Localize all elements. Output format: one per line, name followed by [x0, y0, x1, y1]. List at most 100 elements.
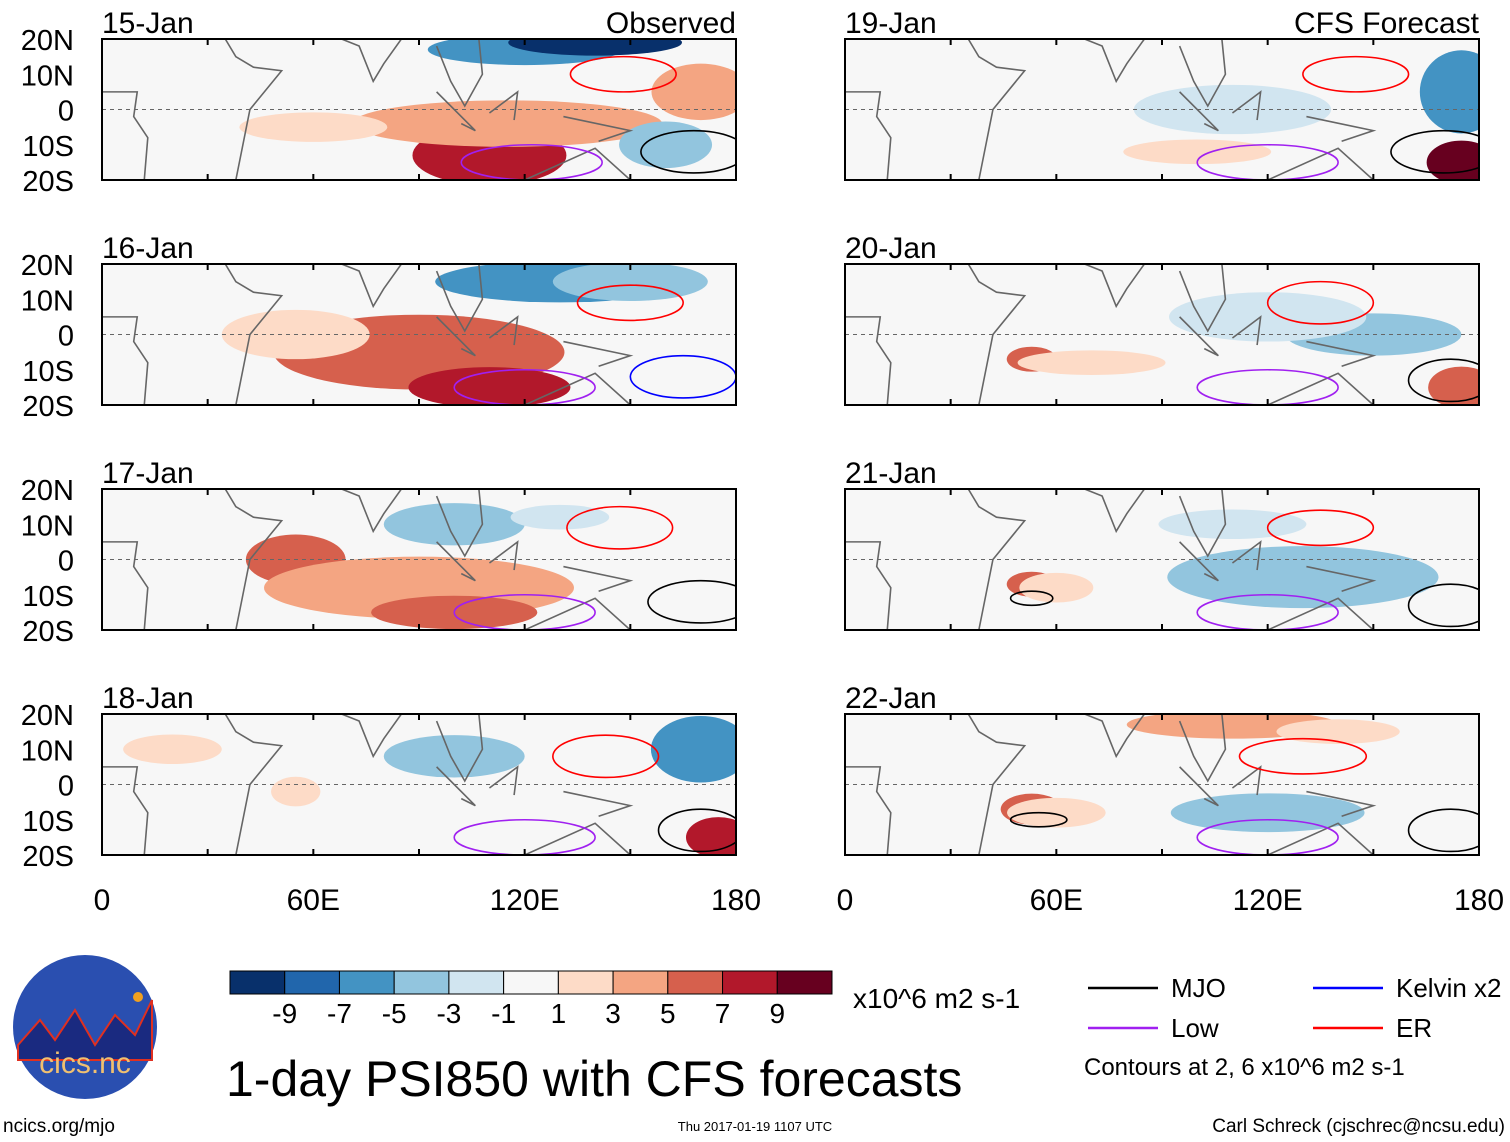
anomaly-positive: [1123, 139, 1272, 165]
footer-timestamp: Thu 2017-01-19 1107 UTC: [678, 1119, 832, 1134]
colorbar-label: -3: [436, 998, 461, 1029]
colorbar-label: 5: [660, 998, 676, 1029]
panel-date: 20-Jan: [845, 232, 937, 265]
panel-date: 18-Jan: [102, 682, 194, 715]
logo-text: cics.nc: [39, 1047, 131, 1080]
coastline: [1178, 264, 1227, 333]
anomaly-positive: [123, 734, 222, 765]
wave-contour: [1407, 358, 1479, 403]
coastline: [1267, 372, 1374, 405]
anomaly-positive: [1007, 797, 1106, 828]
coastline: [1178, 39, 1227, 108]
wave-contour: [566, 505, 674, 550]
legend: MJO Kelvin x2 Low ER: [1088, 973, 1502, 1043]
coastline: [845, 39, 1027, 180]
lat-tick: 10N: [21, 285, 74, 317]
coastline: [1179, 766, 1219, 807]
lat-tick: 20S: [22, 841, 74, 873]
anomaly-positive: [1428, 366, 1479, 405]
lat-tick: 20S: [22, 391, 74, 423]
colorbar-units: x10^6 m2 s-1: [853, 983, 1020, 1014]
lat-tick: 0: [58, 546, 74, 578]
anomaly-negative: [383, 735, 525, 778]
panel-date: 21-Jan: [845, 457, 937, 490]
cics-logo: cics.nc: [13, 955, 157, 1099]
panel-21-Jan: 21-Jan: [844, 457, 1480, 631]
coastline: [1231, 765, 1262, 796]
coastline: [1306, 115, 1377, 142]
coastline: [524, 822, 631, 855]
anomaly-positive: [685, 817, 736, 855]
anomaly-negative: [510, 504, 610, 530]
coastline: [1179, 316, 1219, 357]
coastline: [436, 541, 476, 582]
coastline: [436, 91, 476, 132]
colorbar-swatch: [612, 970, 669, 995]
footer-author: Carl Schreck (cjschrec@ncsu.edu): [1212, 1116, 1505, 1137]
lon-tick: 0: [94, 884, 111, 917]
wave-contour: [1407, 583, 1479, 628]
coastline: [524, 372, 631, 405]
lat-tick: 20N: [21, 250, 74, 282]
lat-tick: 20S: [22, 616, 74, 648]
coastline: [1306, 340, 1377, 367]
coastline: [1084, 714, 1146, 759]
colorbar: -9 -7 -5 -3 -1 1 3 5 7 9: [229, 970, 833, 1029]
colorbar-label: 9: [769, 998, 785, 1029]
wave-contour: [569, 55, 677, 93]
coastline: [1231, 540, 1262, 571]
figure-title: 1-day PSI850 with CFS forecasts: [226, 1051, 962, 1107]
panel-22-Jan: 22-Jan 0 60E 120E 180: [837, 682, 1504, 917]
lat-tick: 10N: [21, 735, 74, 767]
colorbar-label: 1: [551, 998, 567, 1029]
lat-tick: 0: [58, 771, 74, 803]
wave-contour: [1196, 143, 1339, 180]
coastline: [563, 115, 634, 142]
coastline: [1267, 147, 1374, 180]
legend-label: Low: [1171, 1013, 1219, 1043]
legend-label: MJO: [1171, 973, 1226, 1003]
colorbar-swatch: [503, 970, 559, 995]
wave-contour: [647, 579, 736, 624]
lat-tick: 20S: [22, 166, 74, 198]
wave-contour: [1196, 593, 1339, 630]
coastline: [1084, 489, 1146, 534]
lat-tick: 0: [58, 96, 74, 128]
coastline: [435, 39, 484, 108]
coastline: [845, 714, 1027, 855]
lon-tick: 180: [711, 884, 761, 917]
coastline: [1178, 714, 1227, 783]
anomaly-negative: [508, 39, 682, 56]
anomaly-positive: [651, 63, 736, 121]
colorbar-swatch: [448, 970, 505, 995]
anomaly-positive: [271, 776, 321, 807]
coastline: [563, 790, 634, 817]
coastline: [524, 147, 631, 180]
lat-tick: 10N: [21, 60, 74, 92]
anomaly-positive: [352, 100, 663, 147]
coastline: [1267, 822, 1374, 855]
anomaly-positive: [1276, 719, 1400, 744]
lat-tick: 20N: [21, 25, 74, 57]
column-title: CFS Forecast: [1294, 7, 1480, 40]
colorbar-label: -5: [382, 998, 407, 1029]
coastline: [1178, 489, 1227, 558]
coastline: [102, 39, 284, 180]
coastline: [1306, 565, 1377, 592]
footer-url[interactable]: ncics.org/mjo: [3, 1116, 115, 1137]
wave-contour: [460, 143, 603, 180]
lon-tick: 180: [1454, 884, 1504, 917]
colorbar-label: 3: [605, 998, 621, 1029]
coastline: [1179, 91, 1219, 132]
coastline: [1231, 315, 1262, 346]
coastline: [435, 714, 484, 783]
lat-tick: 10S: [22, 806, 74, 838]
coastline: [102, 714, 284, 855]
anomaly-positive: [1019, 572, 1094, 603]
anomaly-negative: [650, 715, 736, 783]
legend-label: Kelvin x2: [1396, 973, 1502, 1003]
coastline: [341, 39, 403, 84]
